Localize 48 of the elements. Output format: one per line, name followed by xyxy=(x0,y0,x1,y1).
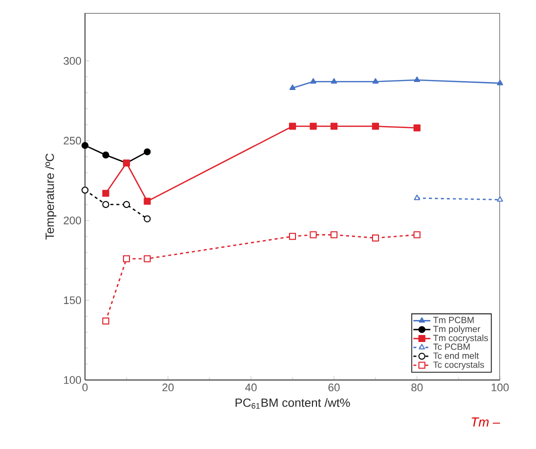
y-tick-label: 100 xyxy=(64,376,82,384)
y-tick-label: 300 xyxy=(64,57,82,65)
x-tick-label: 60 xyxy=(328,384,340,392)
point xyxy=(289,84,296,90)
legend-label: Tm polymer xyxy=(433,326,480,334)
legend-label: Tc end melt xyxy=(433,352,479,359)
y-tick-label: 200 xyxy=(64,216,82,224)
point xyxy=(414,76,420,82)
legend-label: Tm cocrystals xyxy=(433,334,488,343)
point xyxy=(144,215,151,222)
y-tick-label: 150 xyxy=(64,296,82,304)
legend-label: Tc PCBM xyxy=(433,344,470,350)
point xyxy=(82,142,88,149)
point xyxy=(144,198,151,205)
point xyxy=(144,255,151,262)
x-tick-label: 20 xyxy=(162,384,174,392)
point xyxy=(82,186,88,194)
point xyxy=(372,122,379,130)
x-tick-label: 80 xyxy=(411,384,423,392)
point xyxy=(102,152,110,158)
point xyxy=(330,122,338,130)
point xyxy=(289,122,296,130)
x-tick-label: 0 xyxy=(82,384,88,392)
y-axis-title: Temperature /ºC xyxy=(45,154,56,240)
point xyxy=(102,190,110,197)
point xyxy=(414,124,420,132)
point xyxy=(289,232,296,240)
point xyxy=(330,231,338,238)
x-axis-title: PC$_{61}$BM content /wt% xyxy=(236,398,350,409)
x-tick-label: 100 xyxy=(492,384,509,392)
point xyxy=(310,122,317,130)
legend-label: Tc cocrystals xyxy=(433,361,484,370)
text: Tm – xyxy=(472,418,500,426)
point xyxy=(310,78,316,84)
point xyxy=(123,255,130,262)
point xyxy=(123,200,130,208)
point xyxy=(372,78,379,84)
point xyxy=(102,317,110,324)
point xyxy=(372,234,379,242)
point xyxy=(330,78,338,84)
x-tick-label: 40 xyxy=(245,384,257,392)
point xyxy=(310,231,317,238)
legend-label: Tm PCBM xyxy=(433,316,474,324)
point xyxy=(496,80,504,86)
point xyxy=(414,231,420,238)
y-tick-label: 250 xyxy=(64,136,82,145)
point xyxy=(102,200,110,208)
point xyxy=(144,148,151,156)
